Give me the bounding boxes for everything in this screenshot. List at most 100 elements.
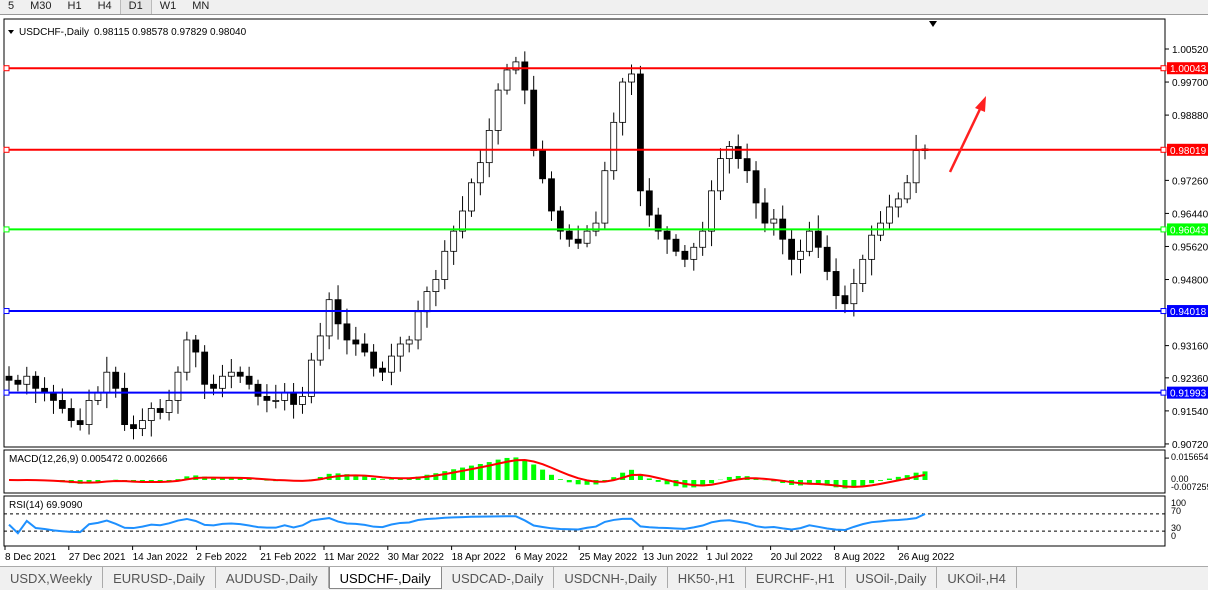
macd-histogram-bar (576, 480, 581, 484)
candle-body (77, 421, 83, 425)
macd-histogram-bar (549, 475, 554, 480)
level-handle (1161, 227, 1166, 232)
macd-label: MACD(12,26,9) 0.005472 0.002666 (9, 454, 168, 465)
macd-histogram-bar (691, 480, 696, 487)
candle-body (584, 231, 590, 243)
candle-body (33, 376, 39, 388)
candle-body (433, 280, 439, 292)
level-price-label: 0.98019 (1170, 146, 1207, 157)
macd-histogram-bar (647, 478, 652, 480)
candle-body (113, 372, 119, 388)
candle-body (522, 62, 528, 90)
candle-body (753, 171, 759, 203)
trend-arrow (950, 107, 981, 172)
date-label: 30 Mar 2022 (388, 552, 445, 563)
candle-body (717, 159, 723, 191)
macd-histogram-bar (709, 480, 714, 483)
macd-histogram-bar (727, 477, 732, 480)
price-tick-label: 0.91540 (1172, 407, 1208, 418)
candle-body (548, 179, 554, 211)
level-handle (1161, 147, 1166, 152)
tab-8[interactable]: USOil-,Daily (846, 567, 938, 588)
candle-body (682, 251, 688, 259)
candle-body (371, 352, 377, 368)
candle-body (211, 384, 217, 388)
candle-body (673, 239, 679, 251)
candle-body (24, 376, 30, 384)
macd-histogram-bar (878, 480, 883, 481)
level-price-label: 0.96043 (1170, 225, 1207, 236)
timeframe-D1[interactable]: D1 (120, 0, 152, 14)
date-label: 18 Apr 2022 (452, 552, 506, 563)
candle-body (904, 183, 910, 199)
level-handle (4, 227, 9, 232)
candle-body (744, 159, 750, 171)
tab-2[interactable]: AUDUSD-,Daily (216, 567, 329, 588)
candle-body (691, 247, 697, 259)
candle-body (219, 376, 225, 388)
symbol-label: USDCHF-,Daily (19, 27, 89, 38)
macd-histogram-bar (362, 476, 367, 480)
candle-body (869, 235, 875, 259)
candle-body (6, 376, 12, 380)
date-label: 13 Jun 2022 (643, 552, 698, 563)
tab-9[interactable]: UKOil-,H4 (937, 567, 1017, 588)
macd-tick-label: 0.015654 (1171, 452, 1208, 462)
candle-body (388, 356, 394, 372)
candle-body (246, 376, 252, 384)
candle-body (460, 211, 466, 231)
candle-body (895, 199, 901, 207)
rsi-tick-label: 70 (1171, 506, 1181, 516)
candle-body (789, 239, 795, 259)
date-label: 8 Dec 2021 (5, 552, 57, 563)
candle-body (611, 122, 617, 170)
candle-body (442, 251, 448, 279)
tab-6[interactable]: HK50-,H1 (668, 567, 746, 588)
price-tick-label: 0.97260 (1172, 176, 1208, 187)
candle-body (166, 400, 172, 412)
price-tick-label: 0.93160 (1172, 342, 1208, 353)
macd-histogram-bar (540, 470, 545, 480)
timeframe-H4[interactable]: H4 (90, 0, 120, 14)
price-tick-label: 0.99700 (1172, 78, 1208, 89)
date-label: 2 Feb 2022 (196, 552, 247, 563)
candle-body (264, 396, 270, 400)
timeframe-MN[interactable]: MN (184, 0, 217, 14)
tab-0[interactable]: USDX,Weekly (0, 567, 103, 588)
tab-1[interactable]: EURUSD-,Daily (103, 567, 216, 588)
timeframe-M30[interactable]: M30 (22, 0, 59, 14)
candle-body (762, 203, 768, 223)
tab-3[interactable]: USDCHF-,Daily (329, 567, 442, 589)
macd-histogram-bar (869, 480, 874, 483)
candle-body (629, 74, 635, 82)
level-handle (1161, 309, 1166, 314)
date-label: 6 May 2022 (515, 552, 568, 563)
macd-histogram-bar (656, 480, 661, 482)
timeframe-H1[interactable]: H1 (60, 0, 90, 14)
price-tick-label: 0.90720 (1172, 440, 1208, 451)
tab-4[interactable]: USDCAD-,Daily (442, 567, 555, 588)
candle-body (575, 239, 581, 243)
candle-body (566, 231, 572, 239)
candle-body (317, 336, 323, 360)
tab-5[interactable]: USDCNH-,Daily (554, 567, 667, 588)
candle-body (353, 340, 359, 344)
candle-body (735, 147, 741, 159)
timeframe-W1[interactable]: W1 (152, 0, 185, 14)
candle-body (193, 340, 199, 352)
timeframe-5[interactable]: 5 (0, 0, 22, 14)
candle-body (700, 231, 706, 247)
candle-body (646, 191, 652, 215)
candle-body (486, 130, 492, 162)
candle-body (344, 324, 350, 340)
macd-histogram-bar (558, 479, 563, 480)
tab-7[interactable]: EURCHF-,H1 (746, 567, 846, 588)
candle-body (637, 74, 643, 191)
candle-body (131, 425, 137, 429)
date-label: 26 Aug 2022 (898, 552, 955, 563)
level-handle (4, 390, 9, 395)
shift-marker-icon (929, 21, 937, 27)
